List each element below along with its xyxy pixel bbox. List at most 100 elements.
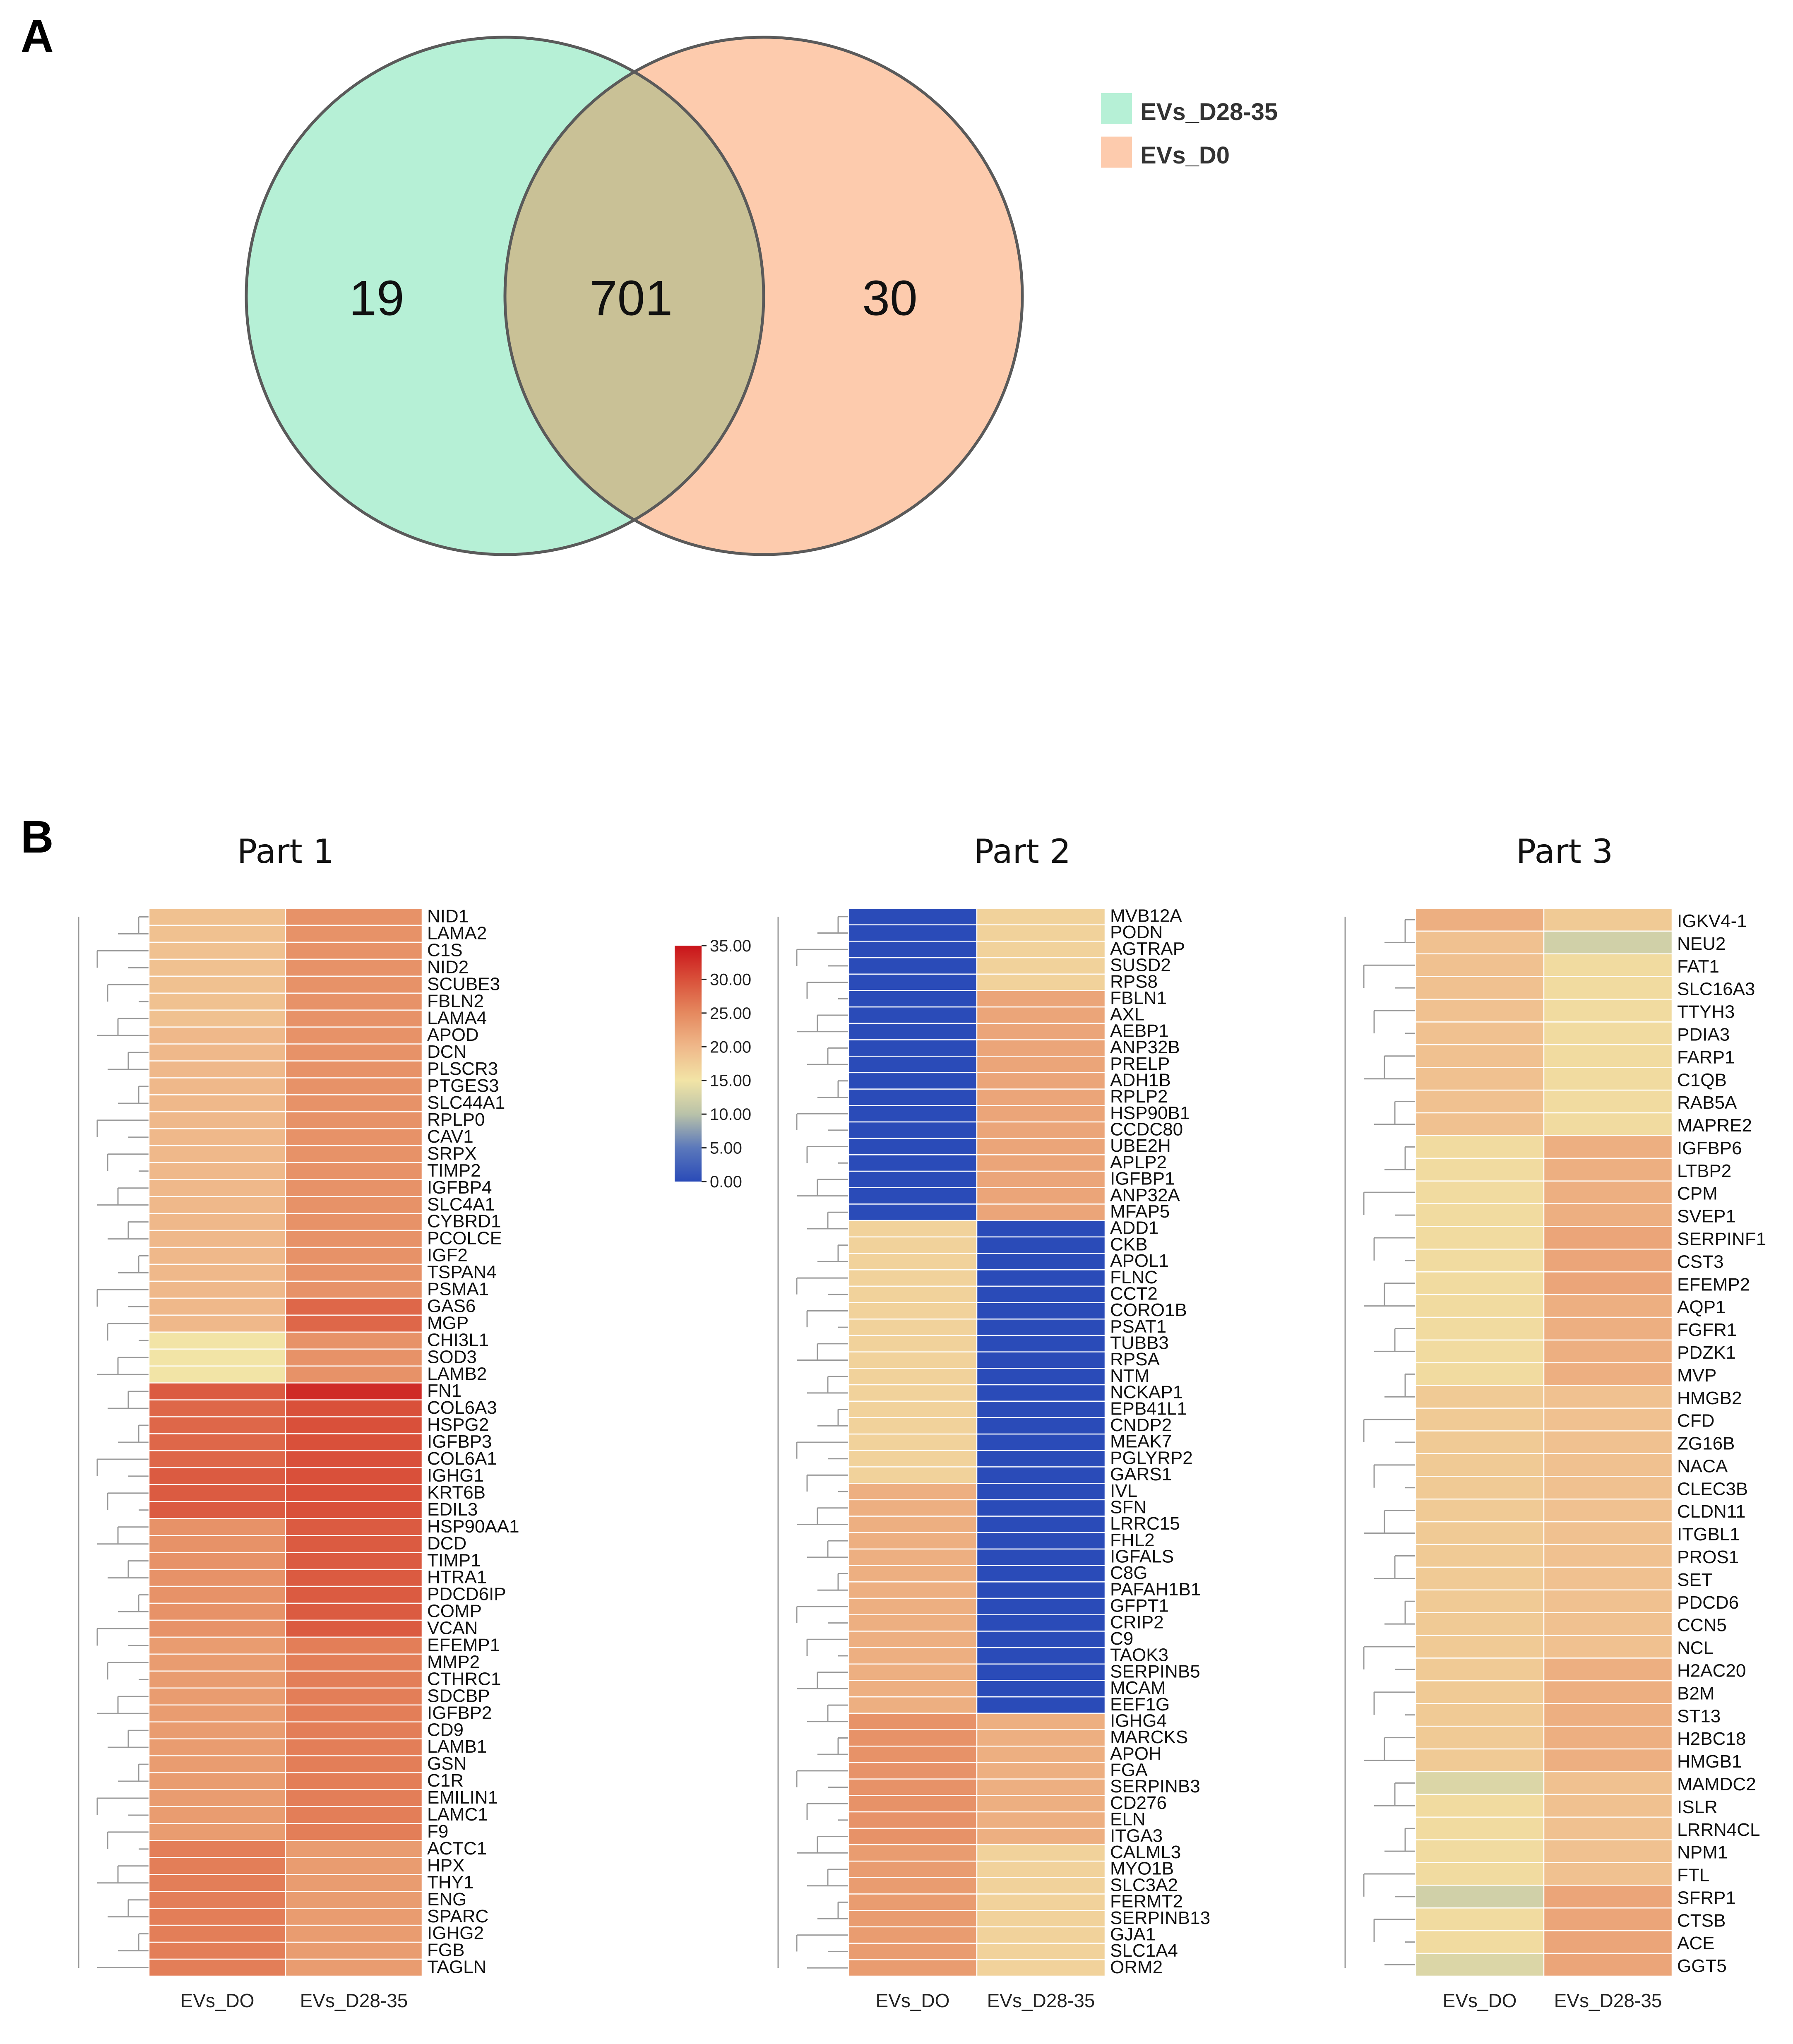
heatmap-cell xyxy=(1543,1953,1673,1977)
heatmap-cell xyxy=(848,1532,978,1550)
gene-label: TUBB3 xyxy=(1110,1333,1169,1353)
legend-swatch-d0 xyxy=(1101,137,1132,168)
heatmap-cell xyxy=(848,1844,978,1862)
gene-label: PSMA1 xyxy=(427,1279,489,1299)
heatmap-cell xyxy=(148,1806,286,1824)
gene-label: SVEP1 xyxy=(1677,1206,1736,1227)
heatmap-cell xyxy=(1543,1089,1673,1114)
gene-label: KRT6B xyxy=(427,1482,486,1503)
heatmap-cell xyxy=(148,925,286,943)
heatmap-cell xyxy=(148,1585,286,1604)
color-scale-tick: 35.00 xyxy=(710,937,751,955)
heatmap-cell xyxy=(976,1548,1106,1566)
gene-label: SLC1A4 xyxy=(1110,1941,1178,1961)
heatmap-cell xyxy=(148,1009,286,1028)
heatmap-cell xyxy=(285,1907,423,1926)
heatmap-cell xyxy=(1543,1657,1673,1681)
heatmap-cell xyxy=(1415,1021,1545,1045)
heatmap-cell xyxy=(1543,908,1673,932)
heatmap-part-1: Part 1 NID1LAMA2C1SNID2SCUBE3FBLN2LAMA4AP… xyxy=(78,832,519,2011)
heatmap-cell xyxy=(1415,1316,1545,1341)
gene-label: SERPINF1 xyxy=(1677,1229,1766,1249)
gene-label: PDZK1 xyxy=(1677,1343,1736,1363)
heatmap-cell xyxy=(976,1319,1106,1336)
gene-label: FN1 xyxy=(427,1381,461,1401)
venn-legend: EVs_D28-35 EVs_D0 xyxy=(1101,93,1278,169)
heatmap-cell xyxy=(285,1297,423,1316)
heatmap-cell xyxy=(976,1680,1106,1698)
heatmap-cell xyxy=(148,1653,286,1672)
heatmap-cell xyxy=(148,1399,286,1417)
heatmap-cell xyxy=(976,1302,1106,1320)
heatmap-cell xyxy=(148,1738,286,1756)
heatmap-cell xyxy=(848,1384,978,1402)
heatmap-cell xyxy=(148,1145,286,1163)
heatmap-cell xyxy=(848,1023,978,1040)
heatmap-cell xyxy=(848,1597,978,1616)
heatmap-cell xyxy=(976,1909,1106,1928)
heatmap-cell xyxy=(1415,1521,1545,1545)
gene-label: SLC44A1 xyxy=(427,1093,505,1113)
heatmap-cell xyxy=(1543,1839,1673,1863)
gene-label: SFN xyxy=(1110,1497,1146,1517)
heatmap-cell xyxy=(148,1568,286,1587)
gene-label: SRPX xyxy=(427,1143,477,1164)
heatmap-cell xyxy=(1415,908,1545,932)
heatmap-cell xyxy=(148,1924,286,1943)
gene-label: CLDN11 xyxy=(1677,1501,1745,1522)
heatmap-cell xyxy=(285,1026,423,1045)
heatmap-cell xyxy=(1543,999,1673,1023)
venn-diagram: 19 701 30 xyxy=(245,36,1024,556)
heatmap-cell xyxy=(1543,1612,1673,1636)
gene-label: EFEMP2 xyxy=(1677,1274,1750,1295)
gene-label: FTL xyxy=(1677,1865,1709,1885)
heatmap-cell xyxy=(1415,1385,1545,1409)
heatmap-cell xyxy=(1543,976,1673,1000)
gene-label: APLP2 xyxy=(1110,1152,1167,1172)
gene-label: IGKV4-1 xyxy=(1677,911,1747,931)
heatmap-cell xyxy=(285,1687,423,1706)
gene-label: NCL xyxy=(1677,1638,1714,1658)
gene-label: AGTRAP xyxy=(1110,939,1185,959)
heatmap-cell xyxy=(148,1365,286,1383)
heatmap-cell xyxy=(285,958,423,977)
heatmap-cell xyxy=(976,1581,1106,1599)
heatmap-cell xyxy=(848,1828,978,1845)
heatmap-cell xyxy=(976,924,1106,942)
gene-label: SUSD2 xyxy=(1110,955,1171,975)
color-scale-tick: 20.00 xyxy=(710,1038,751,1056)
gene-label: CAV1 xyxy=(427,1126,473,1147)
heatmap-cell xyxy=(148,1687,286,1706)
heatmap-cell xyxy=(148,1382,286,1400)
heatmap-cell xyxy=(285,1467,423,1485)
gene-label: C1QB xyxy=(1677,1070,1727,1090)
gene-label: FERMT2 xyxy=(1110,1891,1183,1912)
heatmap-cell xyxy=(976,1335,1106,1352)
heatmap-cell xyxy=(848,1203,978,1221)
heatmap-cell xyxy=(848,1170,978,1189)
heatmap-cell xyxy=(848,1860,978,1878)
heatmap-cell xyxy=(848,1795,978,1813)
heatmap-cell xyxy=(848,1778,978,1796)
gene-label: ACE xyxy=(1677,1933,1714,1953)
color-scale-tick: 5.00 xyxy=(710,1139,742,1158)
color-scale-tick: 0.00 xyxy=(710,1173,742,1191)
gene-label: SOD3 xyxy=(427,1347,477,1367)
gene-label: NEU2 xyxy=(1677,934,1726,954)
gene-label: PDIA3 xyxy=(1677,1024,1730,1045)
heatmap-cell xyxy=(148,1874,286,1892)
heatmap-cell xyxy=(285,1145,423,1163)
gene-label: FGA xyxy=(1110,1760,1148,1780)
heatmap-cell xyxy=(1415,1430,1545,1454)
heatmap-cell xyxy=(285,1179,423,1197)
heatmap-cell xyxy=(1543,1249,1673,1273)
venn-unique-d0: 30 xyxy=(862,271,917,326)
heatmap-cell xyxy=(848,1893,978,1911)
heatmap-cell xyxy=(1415,1907,1545,1931)
gene-label: ADD1 xyxy=(1110,1218,1158,1238)
heatmap-cell xyxy=(848,1417,978,1435)
heatmap-cell xyxy=(976,1055,1106,1074)
heatmap-cell xyxy=(976,1943,1106,1960)
